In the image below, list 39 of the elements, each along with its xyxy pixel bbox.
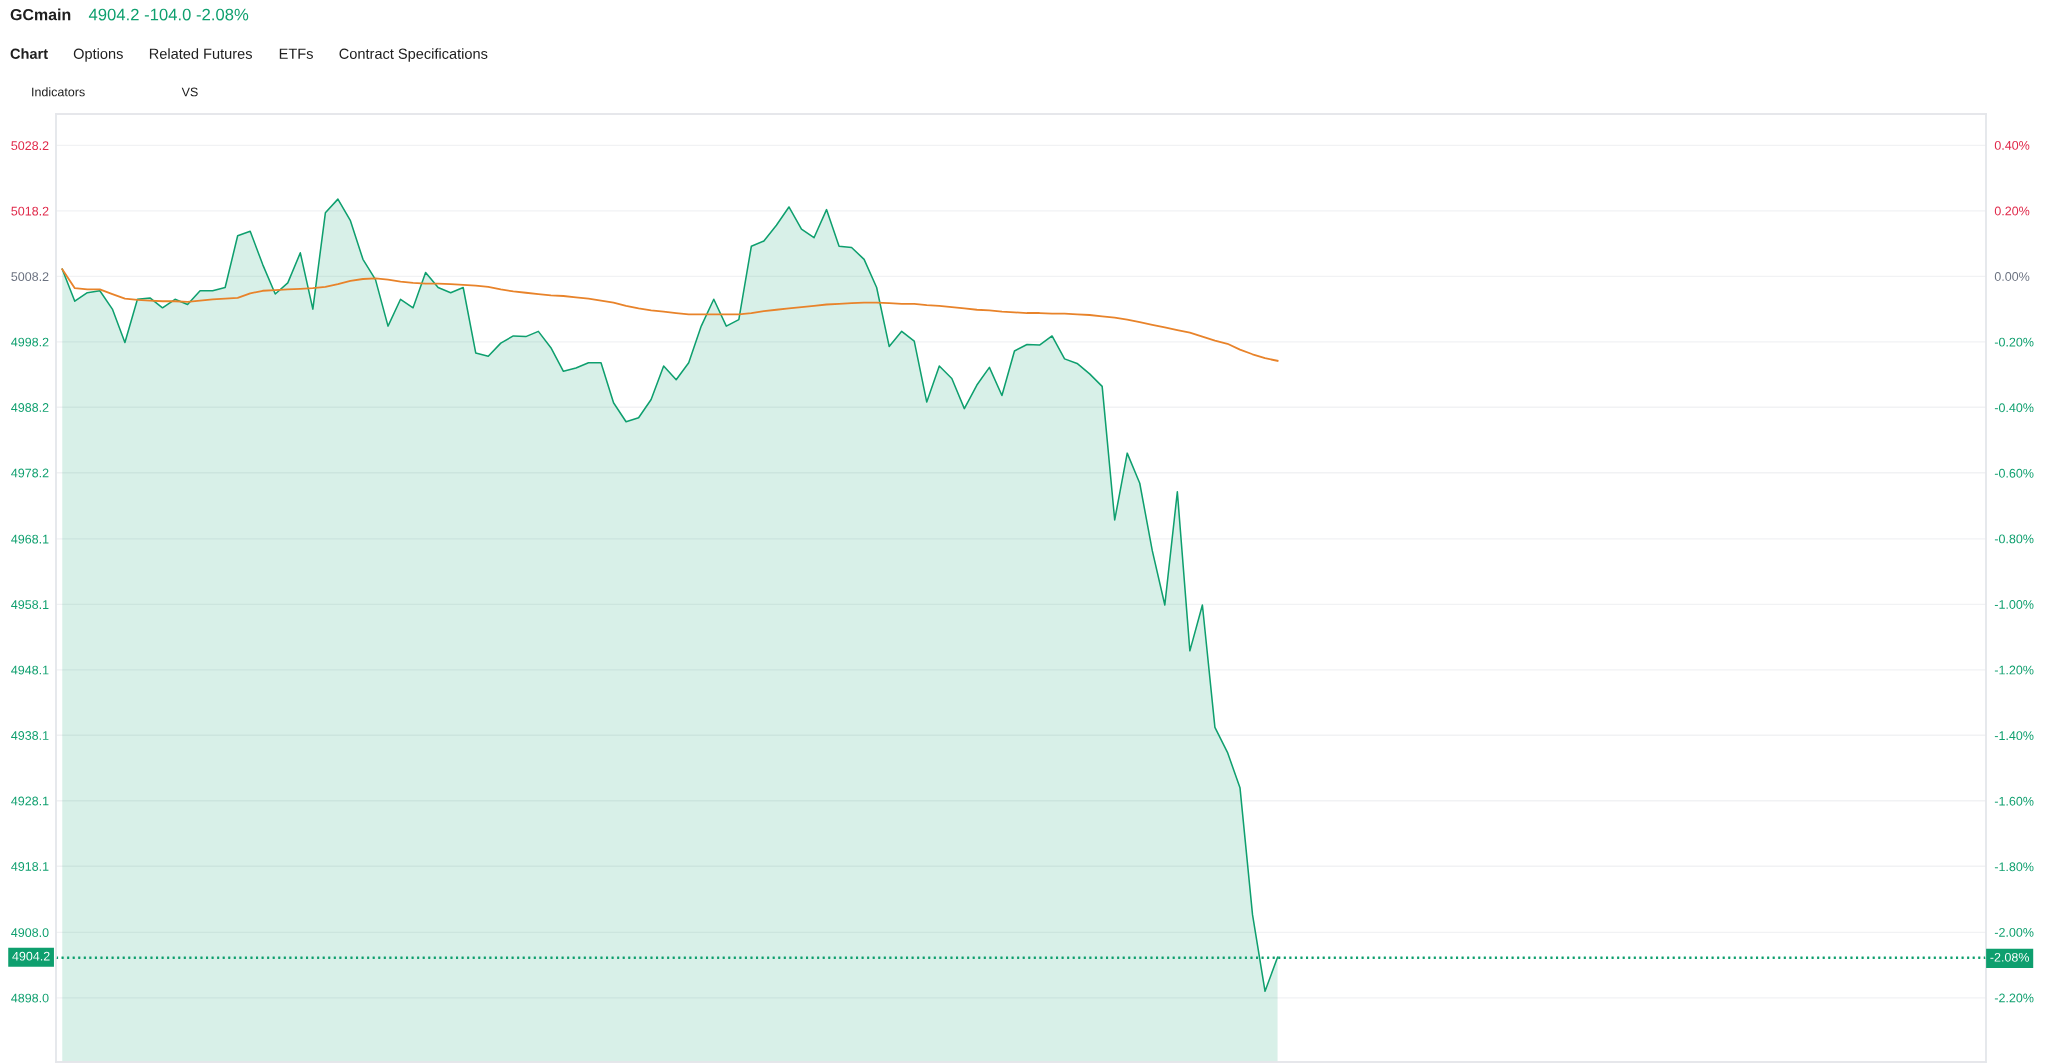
- text: Related Futures: [149, 48, 252, 59]
- ref-line-label: 4904.2: [12, 951, 50, 961]
- y2-tick-label: -2.00%: [1994, 927, 2034, 937]
- y-tick-label: 5028.2: [11, 141, 49, 151]
- y-tick-label: 4898.0: [11, 993, 49, 1003]
- text: Chart: [10, 48, 48, 59]
- y2-tick-label: -0.40%: [1994, 403, 2034, 413]
- y-tick-label: 4918.1: [11, 862, 49, 871]
- y-tick-label: 4998.2: [11, 337, 49, 347]
- text: Indicators: [32, 87, 85, 97]
- y-tick-label: 4938.1: [11, 731, 49, 740]
- text: Options: [73, 48, 123, 62]
- text: ETFs: [279, 48, 313, 59]
- y2-tick-label: 0.40%: [1994, 140, 2030, 150]
- chart-subtitle: 4904.2 -104.0 -2.08%: [88, 8, 249, 21]
- y2-tick-label: -1.60%: [1994, 796, 2034, 806]
- y2-tick-label: 0.20%: [1994, 206, 2030, 216]
- y-tick-label: 5008.2: [11, 272, 49, 282]
- y2-tick-label: -0.80%: [1994, 534, 2034, 544]
- ref-line-label: -2.08%: [1990, 952, 2030, 962]
- y-tick-label: 4978.2: [11, 468, 49, 478]
- y2-tick-label: -0.20%: [1994, 337, 2034, 347]
- text: Contract Specifications: [339, 48, 488, 62]
- y2-tick-label: 0.00%: [1994, 272, 2030, 281]
- text: VS: [181, 87, 198, 97]
- y-tick-label: 4908.0: [11, 928, 49, 938]
- y-tick-label: 4948.1: [11, 665, 49, 675]
- y-tick-label: 4968.1: [11, 534, 49, 544]
- y-tick-label: 5018.2: [11, 206, 49, 216]
- y-tick-label: 4958.1: [11, 600, 49, 610]
- y-tick-label: 4988.2: [11, 403, 49, 412]
- y-tick-label: 4928.1: [11, 796, 49, 806]
- y2-tick-label: -2.20%: [1994, 993, 2034, 1003]
- y2-tick-label: -1.00%: [1994, 600, 2034, 609]
- chart-title: GCmain: [10, 8, 71, 21]
- y2-tick-label: -1.20%: [1994, 665, 2034, 675]
- y2-tick-label: -1.80%: [1994, 862, 2034, 872]
- y2-tick-label: -0.60%: [1994, 468, 2034, 478]
- y2-tick-label: -1.40%: [1994, 731, 2034, 741]
